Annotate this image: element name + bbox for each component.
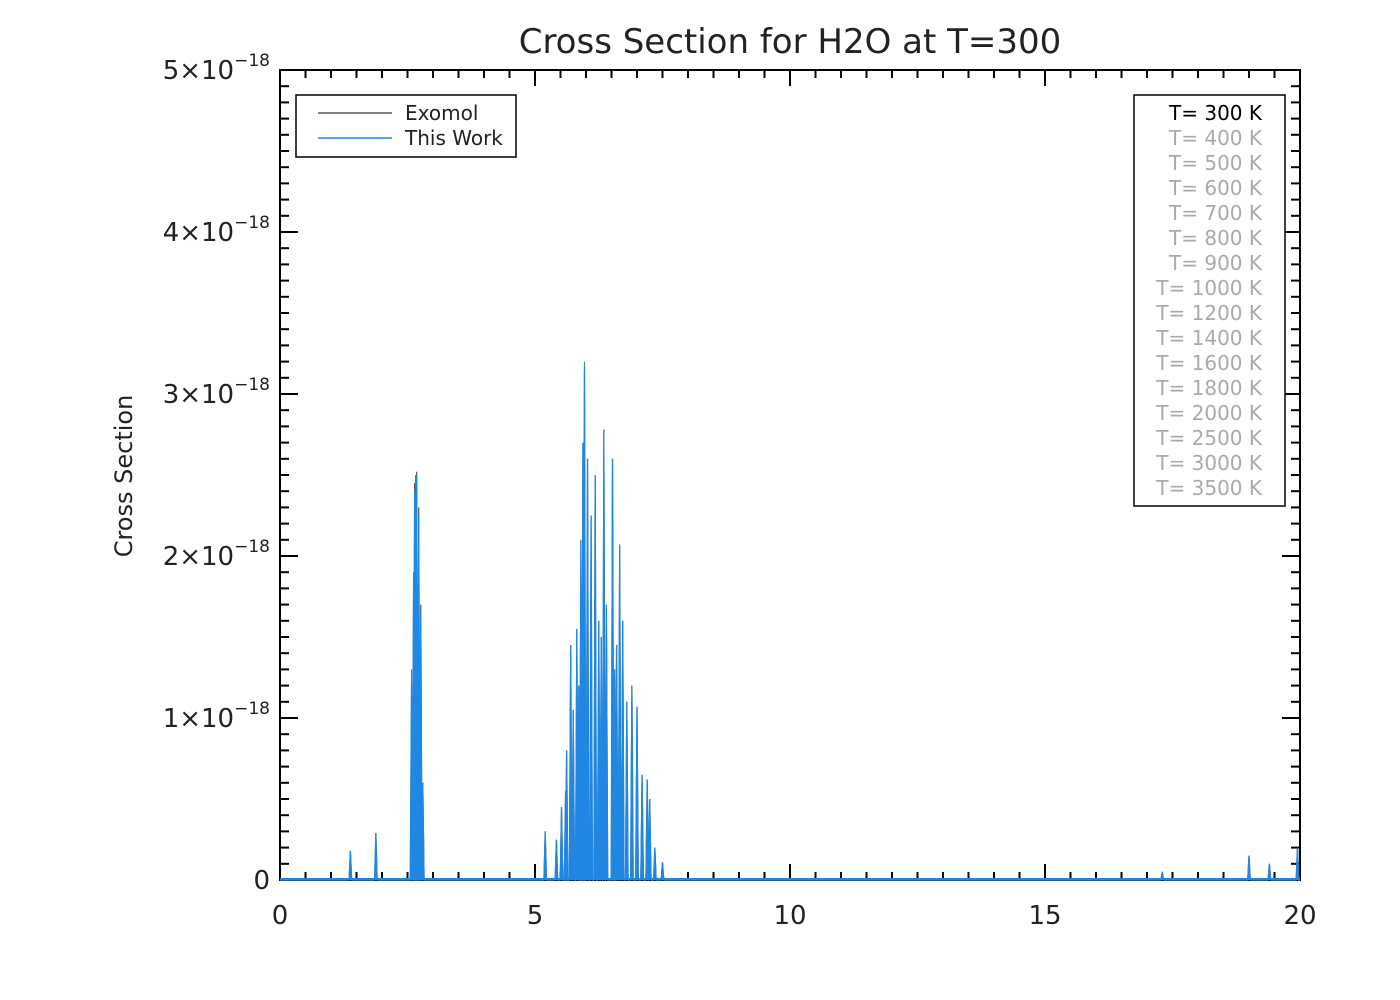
y-tick-label: 1×10−18 [163,699,270,734]
temperature-option[interactable]: T= 2000 K [1155,401,1263,425]
plot-area: 0 5 10 15 20 0 1×10−18 2×10−18 3×10−18 4×10−18 5×1… [163,51,1317,931]
x-tick-label: 5 [527,901,544,931]
temperature-option[interactable]: T= 900 K [1168,251,1263,275]
y-tick-label: 2×10−18 [163,537,270,572]
temperature-option[interactable]: T= 1600 K [1155,351,1263,375]
temperature-option[interactable]: T= 2500 K [1155,426,1263,450]
x-tick-label: 10 [773,901,806,931]
temperature-option[interactable]: T= 3500 K [1155,476,1263,500]
temperature-legend[interactable]: T= 300 KT= 400 KT= 500 KT= 600 KT= 700 K… [1133,94,1286,507]
y-tick-label: 3×10−18 [163,375,270,410]
temperature-option[interactable]: T= 500 K [1168,151,1263,175]
series-legend-box [295,94,517,158]
x-tick-label: 20 [1283,901,1316,931]
legend-label: This Work [404,126,503,150]
y-axis-label: Cross Section [110,395,138,558]
temperature-option[interactable]: T= 1200 K [1155,301,1263,325]
x-tick-label: 15 [1028,901,1061,931]
chart-title: Cross Section for H2O at T=300 [519,22,1062,62]
legend-label: Exomol [405,101,478,125]
temperature-option[interactable]: T= 600 K [1168,176,1263,200]
x-tick-label: 0 [272,901,289,931]
temperature-option[interactable]: T= 800 K [1168,226,1263,250]
temperature-option[interactable]: T= 1400 K [1155,326,1263,350]
temperature-option[interactable]: T= 1800 K [1155,376,1263,400]
y-tick-label: 4×10−18 [163,213,270,248]
temperature-option[interactable]: T= 1000 K [1155,276,1263,300]
temperature-option[interactable]: T= 3000 K [1155,451,1263,475]
temperature-legend-box [1133,94,1286,507]
temperature-option[interactable]: T= 700 K [1168,201,1263,225]
y-tick-label: 5×10−18 [163,51,270,86]
temperature-option[interactable]: T= 300 K [1168,101,1263,125]
temperature-option[interactable]: T= 400 K [1168,126,1263,150]
y-tick-label: 0 [253,866,270,896]
